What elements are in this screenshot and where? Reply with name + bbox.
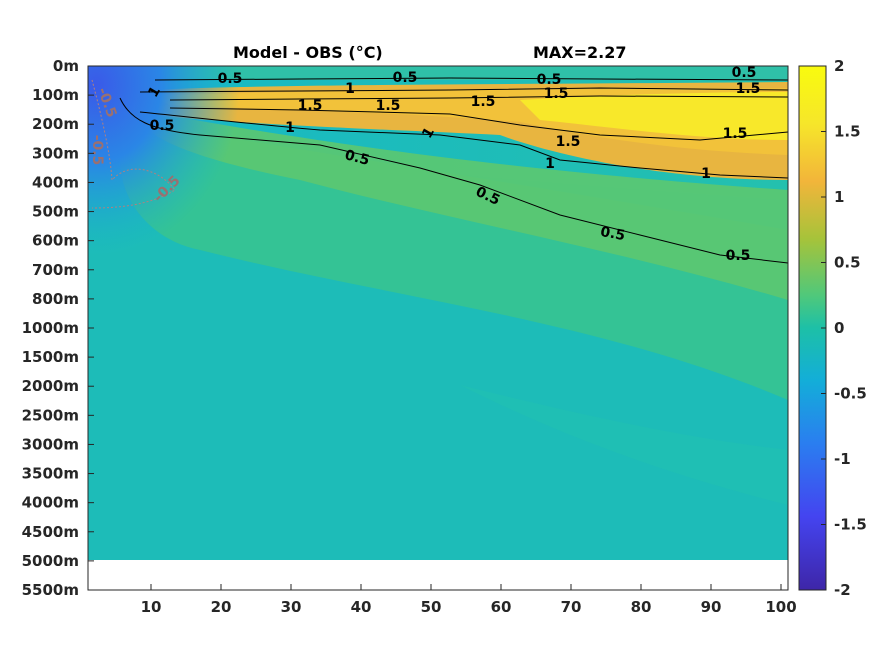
contour-1-5-upper — [169, 95, 788, 101]
contour-label: 1 — [701, 166, 711, 182]
x-tick-label: 40 — [351, 598, 372, 616]
colorbar-tick-label: -1.5 — [834, 516, 867, 534]
contour-0-5-upper — [154, 77, 788, 81]
contour-label: 0.5 — [393, 70, 418, 86]
colorbar-tick-label: 2 — [834, 57, 844, 75]
field-upper-warm-2 — [140, 110, 788, 300]
x-tick-label: 50 — [421, 598, 442, 616]
contour-label: 1.5 — [723, 126, 748, 142]
contour-label: 1.5 — [544, 86, 569, 102]
y-tick-label: 4500m — [22, 523, 79, 541]
x-tick-label: 20 — [211, 598, 232, 616]
y-tick-label: 800m — [32, 290, 79, 308]
field-lower-band — [460, 385, 788, 505]
contour-label: 0.5 — [343, 147, 371, 169]
field-upper-warm — [120, 120, 788, 400]
y-tick-label: 100m — [32, 86, 79, 104]
contour-label: 0.5 — [150, 118, 175, 134]
colorbar-tick-label: 0.5 — [834, 254, 861, 272]
x-tick-label: 10 — [141, 598, 162, 616]
colorbar-tick-label: 1 — [834, 188, 844, 206]
contour-label: 1.5 — [376, 98, 401, 114]
field-surface-layer — [88, 66, 788, 80]
contour-label: 0.5 — [599, 224, 626, 244]
x-tick-label: 90 — [701, 598, 722, 616]
contour-label: 1.5 — [471, 94, 496, 110]
colorbar-tick-label: -2 — [834, 581, 851, 599]
y-tick-label: 1000m — [22, 319, 79, 337]
y-tick-label: 400m — [32, 173, 79, 191]
colorbar-tick-label: 0 — [834, 319, 844, 337]
y-tick-label: 4000m — [22, 494, 79, 512]
contour-1-lower — [139, 111, 788, 179]
contour-lines — [91, 77, 788, 264]
y-tick-label: 700m — [32, 261, 79, 279]
y-tick-label: 1500m — [22, 348, 79, 366]
chart-title-left: Model - OBS (°C) — [233, 43, 383, 62]
contour-1-5-lower — [169, 107, 788, 141]
y-tick-label: 600m — [32, 232, 79, 250]
colorbar-tick-label: 1.5 — [834, 123, 861, 141]
y-tick-label: 2500m — [22, 406, 79, 424]
y-tick-label: 300m — [32, 144, 79, 162]
heatmap-field — [88, 66, 788, 590]
colorbar-tick-label: -0.5 — [834, 385, 867, 403]
contour-label: 1.5 — [556, 134, 581, 150]
contour-label: 0.5 — [537, 72, 562, 88]
field-cold-corner — [88, 66, 248, 256]
field-no-data — [88, 560, 788, 590]
y-tick-label: 3500m — [22, 465, 79, 483]
contour-label: 1 — [345, 81, 355, 97]
contour-1-upper — [139, 87, 788, 93]
y-tick-label: 2000m — [22, 377, 79, 395]
field-warm-core — [520, 92, 788, 140]
x-tick-label: 60 — [491, 598, 512, 616]
contour-label: 0.5 — [732, 65, 757, 81]
contour-neg-0-5 — [91, 79, 176, 209]
x-tick-label: 30 — [281, 598, 302, 616]
contour-label: 1 — [285, 120, 295, 136]
y-tick-label: 500m — [32, 203, 79, 221]
y-tick-label: 5000m — [22, 552, 79, 570]
x-axis: 10 20 30 40 50 60 70 80 90 100 — [141, 584, 797, 616]
chart-title-right: MAX=2.27 — [533, 43, 627, 62]
contour-label: 0.5 — [218, 71, 243, 87]
colorbar-tick-label: -1 — [834, 450, 851, 468]
y-tick-label: 5500m — [22, 581, 79, 599]
x-tick-label: 80 — [631, 598, 652, 616]
y-axis: 0m 100m 200m 300m 400m 500m 600m 700m 800m 1000m 1… — [22, 57, 94, 599]
y-tick-label: 3000m — [22, 435, 79, 453]
contour-label: 1.5 — [298, 98, 323, 114]
contour-0-5-lower — [119, 97, 788, 264]
contour-label: 0.5 — [726, 248, 751, 264]
contour-label: 1.5 — [736, 81, 761, 97]
x-tick-label: 70 — [561, 598, 582, 616]
y-tick-label: 200m — [32, 115, 79, 133]
colorbar-ticks: 2 1.5 1 0.5 0 -0.5 -1 -1.5 -2 — [821, 57, 867, 599]
y-tick-label: 0m — [53, 57, 79, 75]
contour-label: -0.5 — [89, 135, 105, 166]
contour-label: 1 — [545, 156, 555, 172]
x-tick-label: 100 — [765, 598, 796, 616]
